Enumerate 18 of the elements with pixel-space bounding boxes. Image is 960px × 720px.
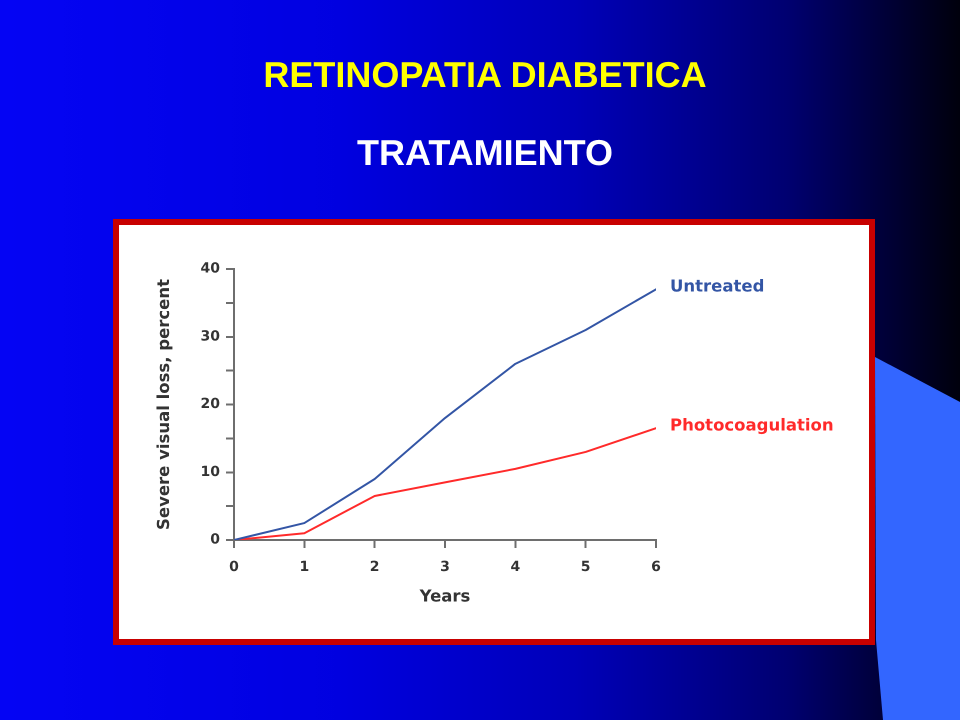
- series-label: Photocoagulation: [670, 415, 834, 434]
- y-tick-label: 30: [200, 328, 220, 344]
- x-axis-title: Years: [418, 586, 471, 606]
- chart-title: RETINOPATIA DIABETICA: [262, 54, 708, 96]
- x-tick-label: 6: [651, 559, 661, 576]
- y-tick-label: 40: [200, 260, 220, 277]
- series-label: Untreated: [670, 276, 764, 296]
- x-tick-label: 1: [299, 559, 310, 576]
- y-tick-label: 0: [210, 532, 220, 548]
- x-tick-label: 4: [510, 559, 520, 576]
- y-axis-title: Severe visual loss, percent: [154, 278, 174, 530]
- x-tick-label: 0: [229, 559, 240, 576]
- chart-subtitle: TRATAMIENTO: [356, 132, 614, 174]
- x-tick-label: 2: [370, 559, 380, 576]
- y-tick-label: 20: [200, 396, 220, 412]
- x-tick-label: 3: [440, 559, 450, 576]
- y-tick-label: 10: [200, 464, 220, 480]
- x-tick-label: 5: [580, 559, 591, 576]
